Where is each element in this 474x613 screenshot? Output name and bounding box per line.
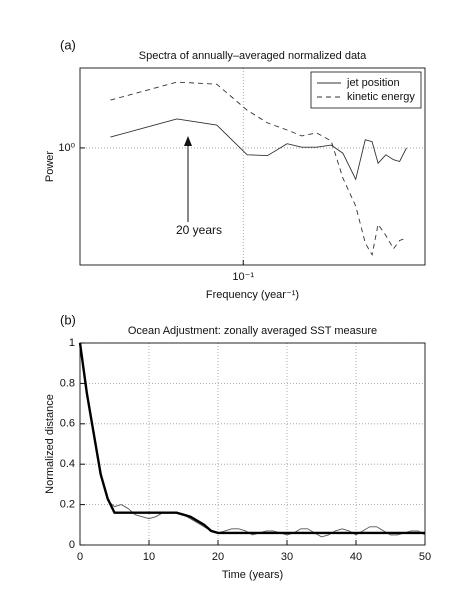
x-tick-label: 40 [350,551,362,563]
y-tick-label: 0.4 [60,458,75,470]
y-axis-label: Power [44,151,56,183]
legend-box [310,71,422,109]
x-tick-label: 30 [281,551,293,563]
y-tick-label: 0.6 [60,418,75,430]
x-tick-label: 10 [143,551,155,563]
y-axis-label: Normalized distance [44,394,56,494]
annotation: 20 years [176,223,222,237]
y-tick-label: 0.8 [60,377,75,389]
y-tick-label: 10⁰ [58,142,75,154]
plot-frame [79,342,426,546]
series-line [78,342,425,535]
y-tick-label: 0 [69,539,75,551]
y-tick-label: 1 [69,337,75,349]
x-axis-label: Time (years) [222,569,283,581]
chart-title: Ocean Adjustment: zonally averaged SST m… [128,325,377,337]
y-tick-label: 0.2 [60,499,75,511]
x-tick-label: 50 [419,551,431,563]
x-tick-label: 20 [212,551,224,563]
legend-label: jet position [346,77,400,89]
panel-label: (a) [60,37,76,52]
panel-label: (b) [60,312,76,327]
x-axis-label: Frequency (year⁻¹) [206,289,299,301]
x-tick-label: 0 [77,551,83,563]
chart-title: Spectra of annually–averaged normalized … [139,50,367,62]
arrow-head [184,136,192,146]
series-line [79,342,426,538]
x-tick-label: 10⁻¹ [232,271,254,283]
series-line [110,118,407,181]
plot-frame [79,67,426,266]
legend-label: kinetic energy [347,91,415,103]
